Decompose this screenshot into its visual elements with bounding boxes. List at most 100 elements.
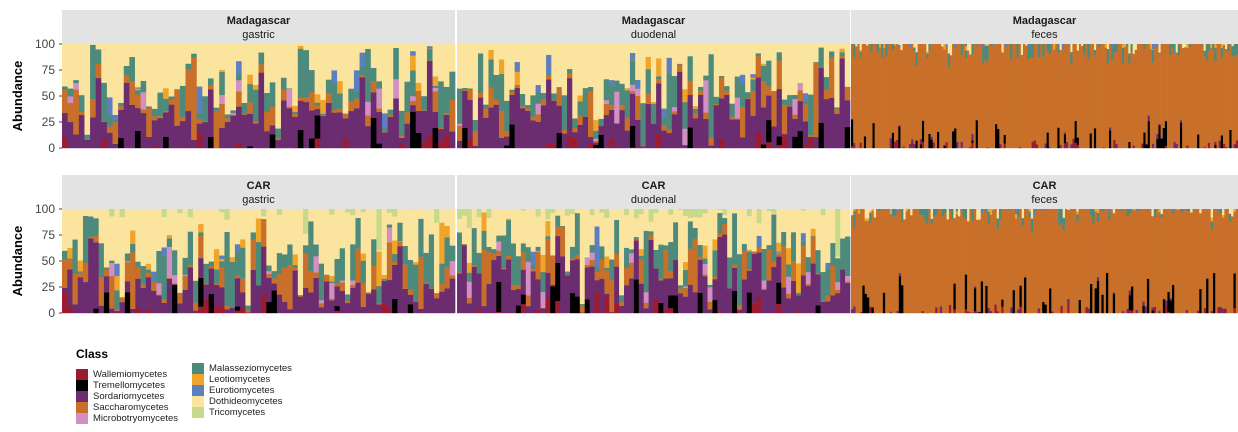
bar-segment-dothideomycetes: [707, 209, 713, 285]
bar-segment-tricomycetes: [682, 209, 689, 216]
bar-segment-malasseziomycetes: [93, 218, 100, 237]
bar-segment-saccharomycetes: [1096, 44, 1099, 149]
bar-segment-sordariomycetes: [261, 246, 267, 295]
sample-bar: [488, 44, 495, 149]
bar-segment-saccharomycetes: [656, 78, 662, 84]
bar-segment-eurotiomycetes: [535, 84, 542, 93]
sample-bar: [172, 209, 178, 314]
facet-strip-site: gastric: [242, 194, 275, 206]
sample-bar: [426, 44, 433, 149]
bar-segment-dothideomycetes: [404, 44, 411, 82]
bar-segment-leotiomycetes: [604, 256, 610, 268]
bar-segment-sordariomycetes: [511, 289, 517, 314]
sample-bar: [986, 44, 989, 149]
bar-segment-saccharomycetes: [1063, 44, 1067, 133]
bar-segment-sordariomycetes: [342, 118, 349, 139]
sample-bar: [976, 209, 979, 314]
sample-bar: [1137, 209, 1141, 314]
bar-segment-sordariomycetes: [650, 123, 657, 149]
sample-bar: [638, 209, 645, 314]
sample-bar: [937, 209, 941, 314]
bar-segment-sordariomycetes: [619, 305, 625, 314]
bar-segment-sordariomycetes: [889, 311, 893, 314]
bar-segment-dothideomycetes: [134, 44, 141, 88]
bar-segment-saccharomycetes: [896, 44, 899, 141]
bar-segment-wallemiomycetes: [1113, 139, 1116, 149]
sample-bar: [146, 44, 153, 149]
bar-segment-saccharomycetes: [439, 283, 445, 292]
bar-segment-wallemiomycetes: [1218, 140, 1222, 149]
sample-bar: [569, 209, 576, 314]
bar-segment-sordariomycetes: [766, 95, 772, 121]
sample-bar: [1165, 209, 1168, 314]
bar-segment-sordariomycetes: [350, 287, 356, 314]
bar-segment-dothideomycetes: [1231, 44, 1235, 47]
bar-segment-wallemiomycetes: [996, 311, 1000, 314]
bar-segment-dothideomycetes: [488, 44, 495, 50]
bar-segment-microbotryomycetes: [339, 280, 346, 283]
bar-segment-dothideomycetes: [751, 209, 758, 252]
bar-segment-malasseziomycetes: [734, 76, 741, 98]
bar-segment-malasseziomycetes: [88, 216, 94, 237]
bar-segment-malasseziomycetes: [1031, 44, 1035, 59]
bar-segment-tremellomycetes: [864, 293, 868, 314]
bar-segment-dothideomycetes: [579, 209, 586, 305]
bar-segment-leotiomycetes: [329, 275, 335, 282]
bar-segment-saccharomycetes: [504, 131, 510, 137]
bar-segment-leotiomycetes: [166, 234, 173, 239]
bar-segment-malasseziomycetes: [245, 305, 251, 311]
bar-segment-dothideomycetes: [501, 209, 507, 236]
bar-segment-tricomycetes: [717, 209, 723, 210]
bar-segment-saccharomycetes: [1046, 50, 1050, 133]
sample-bar: [556, 44, 563, 149]
sample-bar: [93, 209, 100, 314]
bar-segment-sordariomycetes: [151, 290, 157, 314]
bar-segment-saccharomycetes: [119, 297, 126, 303]
sample-bar: [663, 209, 669, 314]
sample-bar: [1035, 44, 1039, 149]
bar-segment-sordariomycetes: [682, 145, 688, 149]
sample-bar: [1063, 44, 1067, 149]
bar-segment-dothideomycetes: [1076, 209, 1079, 212]
bar-segment-sordariomycetes: [472, 145, 479, 149]
bar-segment-dothideomycetes: [786, 209, 792, 249]
bar-segment-sordariomycetes: [692, 292, 699, 314]
bar-segment-malasseziomycetes: [398, 110, 405, 136]
bar-segment-saccharomycetes: [1128, 62, 1131, 143]
bar-segment-malasseziomycetes: [264, 92, 271, 113]
bar-segment-saccharomycetes: [112, 122, 119, 145]
sample-bar: [853, 209, 856, 314]
bar-segment-wallemiomycetes: [546, 143, 552, 149]
sample-bar: [313, 209, 320, 314]
bar-segment-saccharomycetes: [376, 108, 383, 112]
bar-segment-tricomycetes: [350, 209, 356, 216]
sample-bar: [797, 44, 804, 149]
bar-segment-saccharomycetes: [1151, 216, 1155, 308]
bar-segment-dothideomycetes: [292, 209, 299, 255]
bar-segment-dothideomycetes: [398, 44, 405, 111]
bar-segment-malasseziomycetes: [297, 48, 304, 98]
sample-bar: [1182, 44, 1185, 149]
bar-segment-tremellomycetes: [103, 292, 110, 314]
bar-segment-saccharomycetes: [781, 246, 787, 288]
bar-segment-sordariomycetes: [123, 82, 130, 149]
bar-segment-wallemiomycetes: [151, 145, 158, 149]
bar-segment-dothideomycetes: [1225, 44, 1228, 49]
bar-segment-saccharomycetes: [1108, 218, 1111, 314]
bar-segment-sordariomycetes: [960, 141, 964, 149]
bar-segment-saccharomycetes: [939, 209, 943, 307]
bar-segment-malasseziomycetes: [891, 44, 895, 51]
sample-bar: [1126, 44, 1129, 149]
bar-segment-saccharomycetes: [957, 216, 961, 314]
bar-segment-tricomycetes: [569, 209, 576, 215]
bar-segment-sordariomycetes: [240, 292, 246, 309]
bar-segment-saccharomycetes: [344, 300, 351, 304]
bar-segment-saccharomycetes: [1102, 44, 1106, 148]
bar-segment-leotiomycetes: [1110, 209, 1114, 211]
bar-segment-saccharomycetes: [985, 213, 988, 286]
bar-segment-sordariomycetes: [134, 107, 141, 131]
sample-bar: [1029, 44, 1032, 149]
bar-segment-saccharomycetes: [1057, 52, 1060, 128]
bar-segment-malasseziomycetes: [629, 60, 636, 85]
bar-segment-tremellomycetes: [1212, 272, 1216, 314]
